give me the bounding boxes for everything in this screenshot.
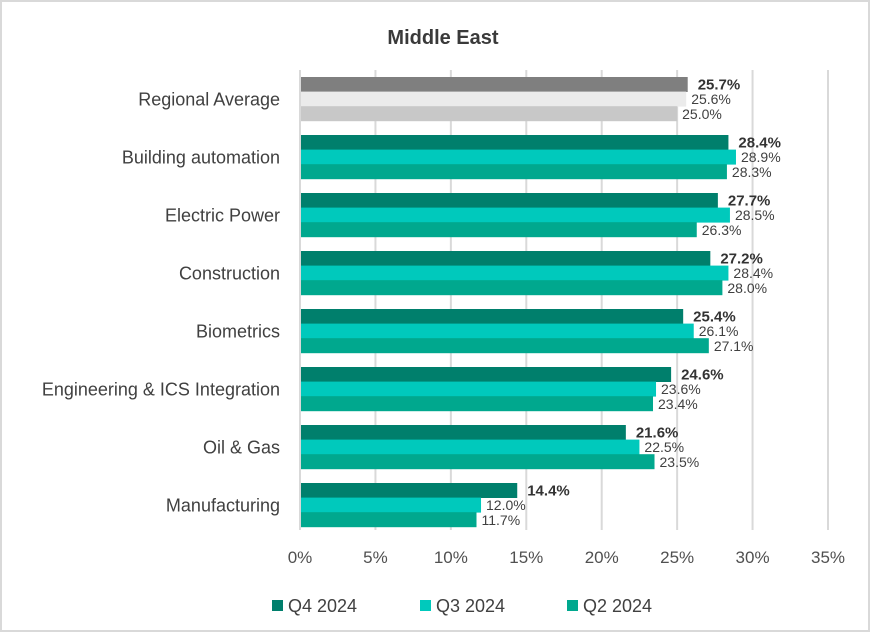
data-label: 28.9%	[741, 149, 781, 165]
legend-label: Q4 2024	[288, 596, 357, 616]
legend-label: Q3 2024	[436, 596, 505, 616]
category-label: Engineering & ICS Integration	[42, 379, 280, 399]
data-label: 25.7%	[698, 77, 741, 94]
bar-q3-2024	[301, 323, 694, 339]
x-axis-ticks: 0% 5% 10% 15% 20% 25% 30% 35%	[288, 548, 845, 567]
bar-q3-2024	[301, 207, 730, 223]
data-label: 28.4%	[738, 135, 781, 152]
data-label: 28.0%	[727, 280, 767, 296]
data-label: 28.3%	[732, 164, 772, 180]
bar-q4-2024	[301, 251, 711, 266]
x-tick-label: 25%	[660, 548, 694, 567]
x-tick-label: 35%	[811, 548, 845, 567]
data-label: 25.4%	[693, 309, 736, 326]
chart-title: Middle East	[387, 27, 498, 49]
data-label: 23.6%	[661, 381, 701, 397]
data-label: 14.4%	[527, 483, 570, 500]
bar-q2-2024	[301, 512, 477, 528]
data-label: 27.7%	[728, 193, 771, 210]
bars	[301, 77, 736, 528]
bar-q4-2024	[301, 483, 518, 498]
bar-q3-2024	[301, 439, 640, 455]
bar-q4-2024	[301, 367, 672, 382]
x-tick-label: 5%	[363, 548, 388, 567]
x-tick-label: 15%	[509, 548, 543, 567]
category-label: Electric Power	[165, 205, 280, 225]
category-label: Construction	[179, 263, 280, 283]
bar-q2-2024	[301, 454, 655, 470]
data-label: 11.7%	[482, 512, 521, 528]
bar-q2-2024	[301, 280, 723, 296]
data-label: 26.1%	[699, 323, 739, 339]
data-label: 27.2%	[720, 251, 763, 268]
bar-q3-2024	[301, 91, 687, 107]
bar-q3-2024	[301, 497, 482, 513]
data-label: 21.6%	[636, 425, 679, 442]
legend-swatch	[567, 600, 578, 611]
data-label: 26.3%	[702, 222, 742, 238]
category-label: Biometrics	[196, 321, 280, 341]
bar-q4-2024	[301, 193, 718, 208]
bar-q2-2024	[301, 338, 709, 354]
data-label: 28.5%	[735, 207, 775, 223]
data-label: 25.0%	[682, 106, 722, 122]
data-label: 22.5%	[644, 439, 684, 455]
bar-q4-2024	[301, 425, 626, 440]
data-label: 23.5%	[660, 454, 700, 470]
bar-q2-2024	[301, 222, 697, 238]
legend-label: Q2 2024	[583, 596, 652, 616]
bar-q2-2024	[301, 106, 678, 122]
data-label: 23.4%	[658, 396, 698, 412]
x-tick-label: 10%	[434, 548, 468, 567]
bar-q3-2024	[301, 265, 729, 281]
bar-q2-2024	[301, 164, 727, 180]
data-label: 28.4%	[733, 265, 773, 281]
category-label: Building automation	[122, 147, 280, 167]
bar-q2-2024	[301, 396, 654, 412]
legend: Q4 2024 Q3 2024 Q2 2024	[272, 596, 652, 616]
bar-q4-2024	[301, 135, 729, 150]
legend-swatch	[272, 600, 283, 611]
category-label: Regional Average	[138, 89, 280, 109]
category-label: Manufacturing	[166, 495, 280, 515]
x-tick-label: 20%	[585, 548, 619, 567]
bar-q4-2024	[301, 309, 684, 324]
data-label: 24.6%	[681, 367, 724, 384]
x-tick-label: 30%	[736, 548, 770, 567]
x-tick-label: 0%	[288, 548, 313, 567]
category-labels: Regional Average Building automation Elect…	[42, 89, 280, 515]
data-label: 12.0%	[486, 497, 526, 513]
category-label: Oil & Gas	[203, 437, 280, 457]
bar-q3-2024	[301, 381, 657, 397]
bar-q3-2024	[301, 149, 736, 165]
data-labels: 25.7%25.6%25.0%28.4%28.9%28.3%27.7%28.5%…	[482, 77, 781, 528]
data-label: 25.6%	[691, 91, 731, 107]
bar-q4-2024	[301, 77, 688, 92]
data-label: 27.1%	[714, 338, 754, 354]
legend-swatch	[420, 600, 431, 611]
